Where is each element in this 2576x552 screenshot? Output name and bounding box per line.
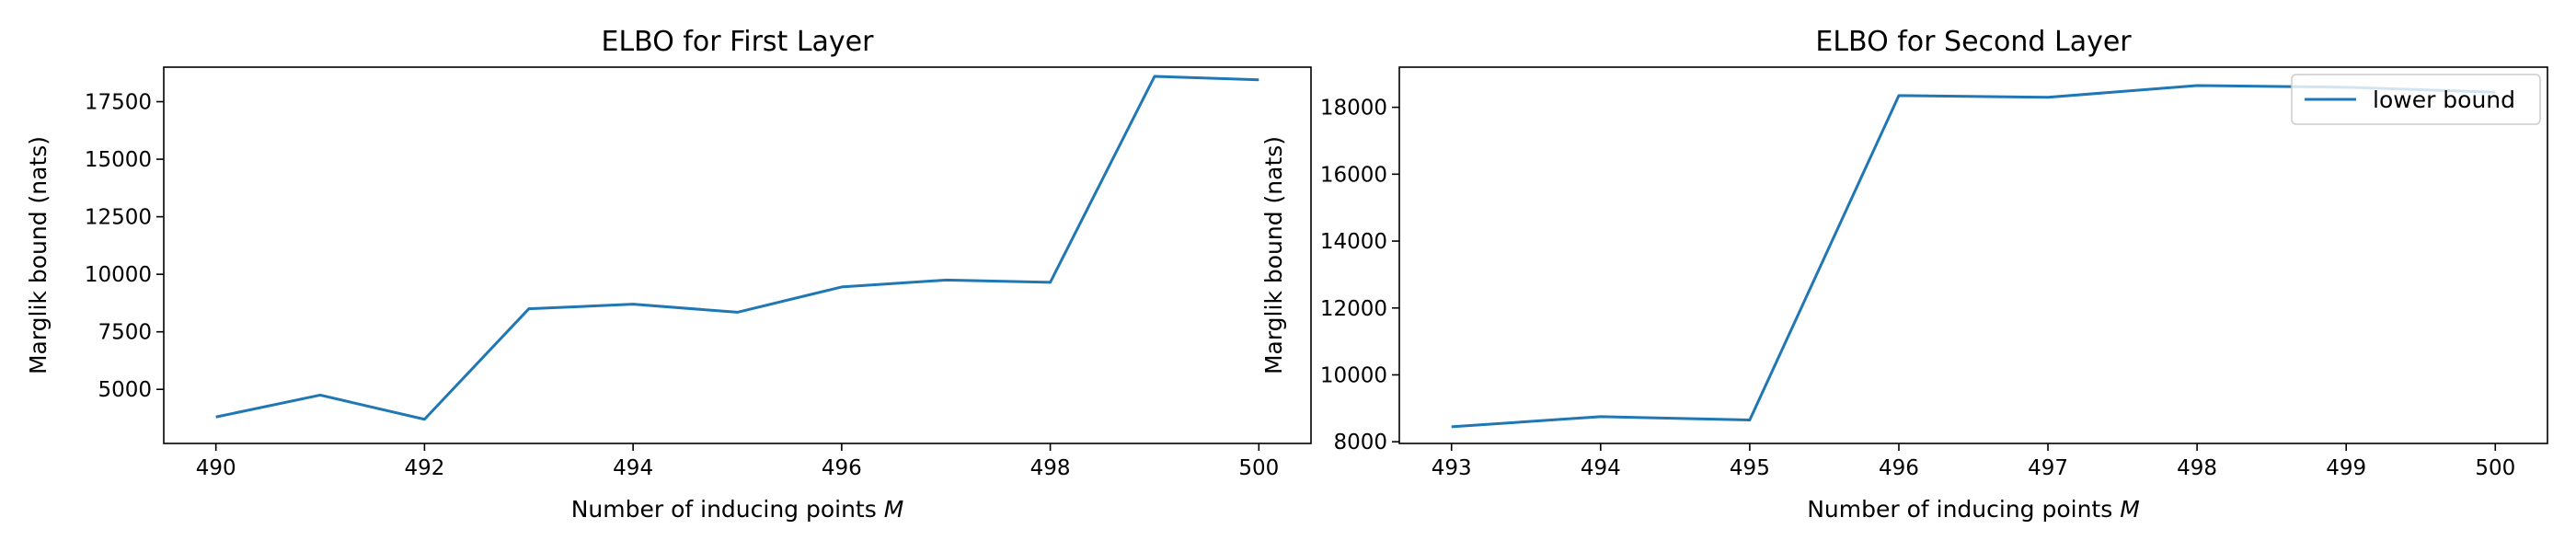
x-tick-label: 499	[2326, 456, 2366, 480]
chart-panel-first-layer: ELBO for First Layer 490 492 494 496 498 500 50…	[25, 26, 1312, 523]
x-tick-label: 498	[1030, 456, 1071, 480]
data-point	[841, 286, 842, 287]
x-tick-label: 500	[1238, 456, 1279, 480]
chart-title: ELBO for Second Layer	[1815, 26, 2132, 58]
y-axis-label: Marglik bound (nats)	[25, 136, 52, 374]
y-tick-label: 10000	[1320, 363, 1387, 387]
y-tick-label: 15000	[85, 148, 152, 172]
x-tick-label: 493	[1432, 456, 1472, 480]
x-tick-label: 494	[1581, 456, 1621, 480]
data-point	[1451, 426, 1452, 427]
legend-label: lower bound	[2373, 86, 2515, 113]
data-point	[215, 417, 216, 418]
plot-area-frame	[163, 66, 1312, 444]
x-axis-label-symbol: M	[884, 496, 904, 523]
data-point	[737, 312, 738, 313]
x-axis-label: Number of inducing points M	[571, 496, 904, 523]
x-axis-label-text: Number of inducing points	[1807, 496, 2120, 523]
y-axis-label: Marglik bound (nats)	[1260, 136, 1287, 374]
x-tick-label: 496	[1879, 456, 1919, 480]
x-tick-label: 490	[196, 456, 236, 480]
x-axis-label-symbol: M	[2120, 496, 2140, 523]
data-point	[946, 280, 947, 281]
data-point	[320, 395, 321, 396]
legend-box	[2291, 74, 2541, 125]
data-point	[528, 308, 529, 309]
legend: lower bound	[2291, 74, 2541, 125]
data-point	[1600, 416, 1601, 417]
data-point	[2197, 85, 2198, 86]
data-point	[424, 419, 425, 420]
data-point	[1898, 95, 1899, 96]
y-tick-label: 10000	[85, 263, 152, 287]
chart-panel-second-layer: ELBO for Second Layer 493 494 495 496 497 498 4…	[1260, 26, 2548, 523]
x-axis-label-text: Number of inducing points	[571, 496, 884, 523]
x-tick-label: 495	[1730, 456, 1770, 480]
y-tick-label: 7500	[98, 321, 152, 345]
x-axis-label: Number of inducing points M	[1807, 496, 2140, 523]
x-tick-label: 498	[2177, 456, 2217, 480]
chart-title: ELBO for First Layer	[602, 26, 875, 58]
y-tick-label: 12500	[85, 206, 152, 230]
data-point	[633, 304, 634, 305]
y-tick-label: 5000	[98, 378, 152, 402]
data-point	[2048, 97, 2049, 98]
y-tick-label: 12000	[1320, 297, 1387, 321]
y-tick-label: 14000	[1320, 230, 1387, 254]
series-line	[215, 75, 1259, 421]
x-tick-label: 494	[613, 456, 653, 480]
series-line	[1451, 84, 2496, 429]
y-tick-label: 8000	[1333, 431, 1387, 454]
y-tick-label: 17500	[85, 91, 152, 115]
x-tick-label: 497	[2028, 456, 2068, 480]
x-tick-label: 496	[822, 456, 862, 480]
x-tick-label: 492	[404, 456, 444, 480]
y-tick-label: 16000	[1320, 163, 1387, 187]
data-point	[1154, 76, 1155, 77]
plot-area-frame	[1398, 66, 2548, 444]
y-tick-label: 18000	[1320, 97, 1387, 121]
x-tick-label: 500	[2475, 456, 2515, 480]
